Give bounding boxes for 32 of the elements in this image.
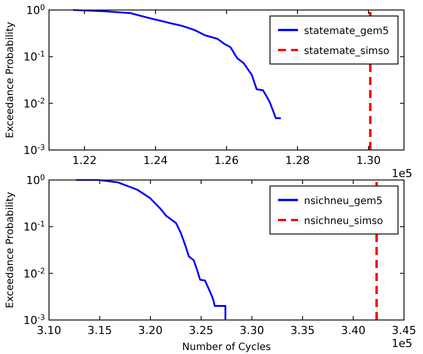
y-axis-title: Exceedance Probability bbox=[5, 192, 16, 308]
legend-label: statemate_simso bbox=[304, 46, 390, 57]
line-series bbox=[75, 179, 226, 321]
x-tick-label: 3.35 bbox=[290, 324, 315, 337]
x-tick-label: 3.15 bbox=[87, 324, 112, 337]
x-axis-title: Number of Cycles bbox=[182, 342, 271, 353]
annotation: 1e5 bbox=[392, 167, 412, 180]
legend-label: nsichneu_gem5 bbox=[304, 196, 383, 207]
y-tick-label: 10$^{-1}$ bbox=[23, 49, 46, 64]
x-tick-label: 1.22 bbox=[72, 154, 97, 167]
x-tick-label: 3.20 bbox=[138, 324, 163, 337]
x-tick-label: 3.30 bbox=[240, 324, 264, 337]
line-series bbox=[72, 9, 282, 120]
x-tick-label: 1.28 bbox=[285, 154, 310, 167]
legend-label: statemate_gem5 bbox=[304, 26, 389, 37]
legend-label: nsichneu_simso bbox=[304, 216, 384, 227]
y-tick-label: 10$^{0}$ bbox=[26, 172, 46, 187]
x-tick-label: 1.24 bbox=[143, 154, 168, 167]
y-tick-label: 10$^{-1}$ bbox=[23, 219, 46, 234]
x-tick-label: 3.45 bbox=[392, 324, 416, 337]
x-tick-label: 3.40 bbox=[341, 324, 366, 337]
y-tick-label: 10$^{0}$ bbox=[26, 2, 46, 17]
y-tick-label: 10$^{-2}$ bbox=[23, 266, 46, 280]
y-axis-title: Exceedance Probability bbox=[5, 22, 16, 138]
y-tick-label: 10$^{-3}$ bbox=[23, 312, 46, 327]
x-tick-label: 1.30 bbox=[356, 154, 381, 167]
text: 1e5 bbox=[392, 337, 412, 350]
y-tick-label: 10$^{-2}$ bbox=[23, 96, 46, 110]
x-tick-label: 1.26 bbox=[214, 154, 239, 167]
x-tick-label: 3.10 bbox=[36, 324, 62, 337]
x-tick-label: 3.25 bbox=[188, 324, 214, 337]
y-tick-label: 10$^{-3}$ bbox=[23, 142, 46, 157]
